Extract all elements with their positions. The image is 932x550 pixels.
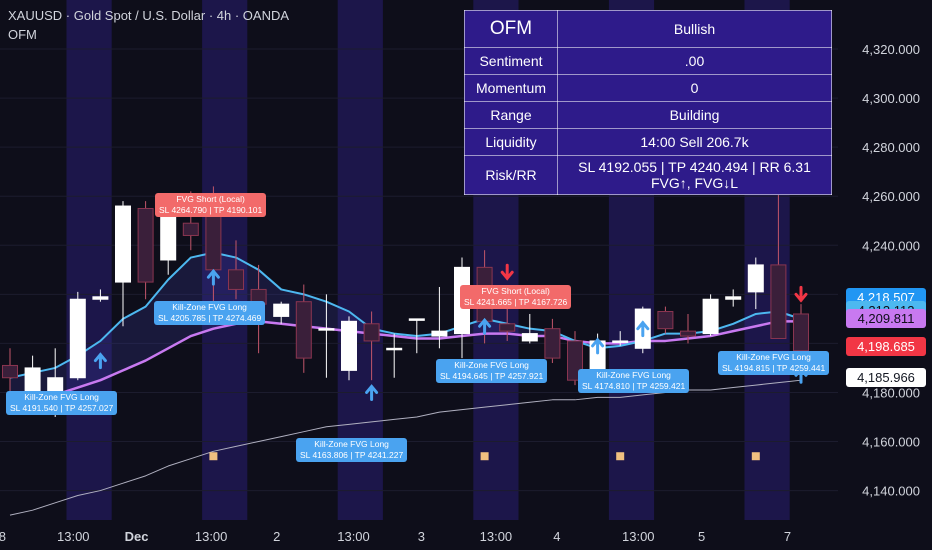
x-tick-label: 13:00: [57, 529, 90, 544]
candle-body: [341, 320, 357, 371]
long-arrow-icon: [365, 384, 379, 401]
candle-body: [228, 269, 244, 290]
long-arrow-icon: [591, 337, 605, 355]
x-tick-label: 3: [418, 529, 425, 544]
candle-body: [386, 347, 403, 351]
x-tick-label: 7: [784, 529, 791, 544]
short-arrow-icon: [500, 263, 514, 281]
annotation-label: FVG Short (Local) SL 4241.665 | TP 4167.7…: [460, 285, 572, 309]
candle-body: [725, 296, 742, 300]
annotation-label: Kill-Zone FVG Long SL 4194.815 | TP 4259.…: [718, 351, 830, 375]
y-tick-label: 4,300.000: [862, 91, 920, 106]
x-tick-label: Dec: [125, 529, 149, 544]
price-tag-ema-slow: 4,209.811: [846, 309, 926, 329]
annotation-label: Kill-Zone FVG Long SL 4194.645 | TP 4257.…: [436, 359, 548, 383]
candle-body: [295, 301, 312, 359]
candle-body: [363, 323, 380, 342]
candle-body: [770, 264, 787, 339]
candle-body: [160, 215, 177, 261]
candle-body: [431, 330, 448, 337]
x-tick-label: 4: [553, 529, 560, 544]
ofm-row-key: Sentiment: [464, 47, 558, 75]
kill-zone-band: [66, 0, 112, 520]
x-tick-label: 13:00: [195, 529, 228, 544]
ofm-title: OFM: [464, 10, 558, 48]
ofm-row-key: Momentum: [464, 74, 558, 102]
annotation-label: Kill-Zone FVG Long SL 4163.806 | TP 4241.…: [296, 438, 408, 462]
ofm-row-key: Range: [464, 101, 558, 129]
candle-body: [69, 298, 86, 379]
y-tick-label: 4,160.000: [862, 435, 920, 450]
ofm-row-key: Liquidity: [464, 128, 558, 156]
x-tick-label: 28: [0, 529, 6, 544]
ofm-bias: Bullish: [557, 10, 832, 48]
candle-body: [137, 207, 154, 283]
long-arrow-icon: [636, 320, 650, 338]
signal-marker: [480, 452, 489, 461]
ofm-risk-line1: SL 4192.055 | TP 4240.494 | RR 6.31: [578, 159, 811, 175]
candle-body: [612, 340, 629, 343]
ofm-risk-key: Risk/RR: [464, 155, 558, 195]
y-tick-label: 4,140.000: [862, 484, 920, 499]
short-arrow-icon: [794, 285, 808, 303]
symbol-title[interactable]: XAUUSD · Gold Spot / U.S. Dollar · 4h · …: [8, 8, 290, 23]
ema-cloud: [10, 252, 801, 405]
ema-fast-line: [9, 251, 802, 379]
annotation-label: Kill-Zone FVG Long SL 4205.785 | TP 4274.…: [154, 301, 266, 325]
ofm-risk-line2: FVG↑, FVG↓L: [650, 175, 739, 191]
candle-body: [657, 311, 674, 330]
x-tick-label: 13:00: [480, 529, 513, 544]
ofm-row-value: Building: [557, 101, 832, 129]
ofm-row-value: 14:00 Sell 206.7k: [557, 128, 832, 156]
price-tag-close: 4,198.685: [846, 336, 926, 356]
y-tick-label: 4,260.000: [862, 189, 920, 204]
candle-body: [115, 205, 131, 283]
candle-body: [544, 328, 561, 359]
y-tick-label: 4,180.000: [862, 385, 920, 400]
candle-body: [521, 333, 538, 342]
long-arrow-icon: [93, 352, 107, 370]
candle-body: [92, 296, 109, 300]
ema-slow-line: [9, 320, 801, 406]
candle-body: [408, 318, 425, 321]
annotation-label: Kill-Zone FVG Long SL 4174.810 | TP 4259.…: [578, 369, 690, 393]
x-tick-label: 2: [273, 529, 280, 544]
ofm-risk-value: SL 4192.055 | TP 4240.494 | RR 6.31 FVG↑,…: [557, 155, 832, 195]
indicator-name[interactable]: OFM: [8, 27, 37, 42]
candle-body: [205, 215, 222, 271]
candle-body: [318, 328, 335, 331]
signal-marker: [616, 452, 625, 461]
ofm-row-value: .00: [557, 47, 832, 75]
long-arrow-icon: [478, 317, 492, 335]
candle-body: [2, 364, 18, 379]
candle-body: [182, 222, 199, 236]
annotation-label: Kill-Zone FVG Long SL 4191.540 | TP 4257.…: [6, 391, 118, 415]
signal-marker: [751, 452, 760, 461]
ofm-row-value: 0: [557, 74, 832, 102]
candle-body: [702, 298, 719, 335]
ofm-table: OFM Bullish Sentiment .00 Momentum 0 Range…: [464, 10, 832, 195]
candle-body: [793, 313, 809, 352]
candle-body: [747, 264, 764, 293]
candle-body: [499, 323, 516, 332]
kill-zone-band: [337, 0, 383, 520]
long-arrow-icon: [206, 268, 220, 286]
price-tag-vwap: 4,185.966: [846, 367, 926, 387]
y-tick-label: 4,240.000: [862, 238, 920, 253]
y-tick-label: 4,280.000: [862, 140, 920, 155]
x-tick-label: 5: [698, 529, 705, 544]
y-tick-label: 4,320.000: [862, 42, 920, 57]
signal-marker: [209, 452, 218, 461]
x-tick-label: 13:00: [337, 529, 370, 544]
candle-body: [680, 330, 696, 337]
x-tick-label: 13:00: [622, 529, 655, 544]
annotation-label: FVG Short (Local) SL 4264.790 | TP 4190.1…: [155, 193, 267, 217]
candle-body: [273, 303, 290, 317]
